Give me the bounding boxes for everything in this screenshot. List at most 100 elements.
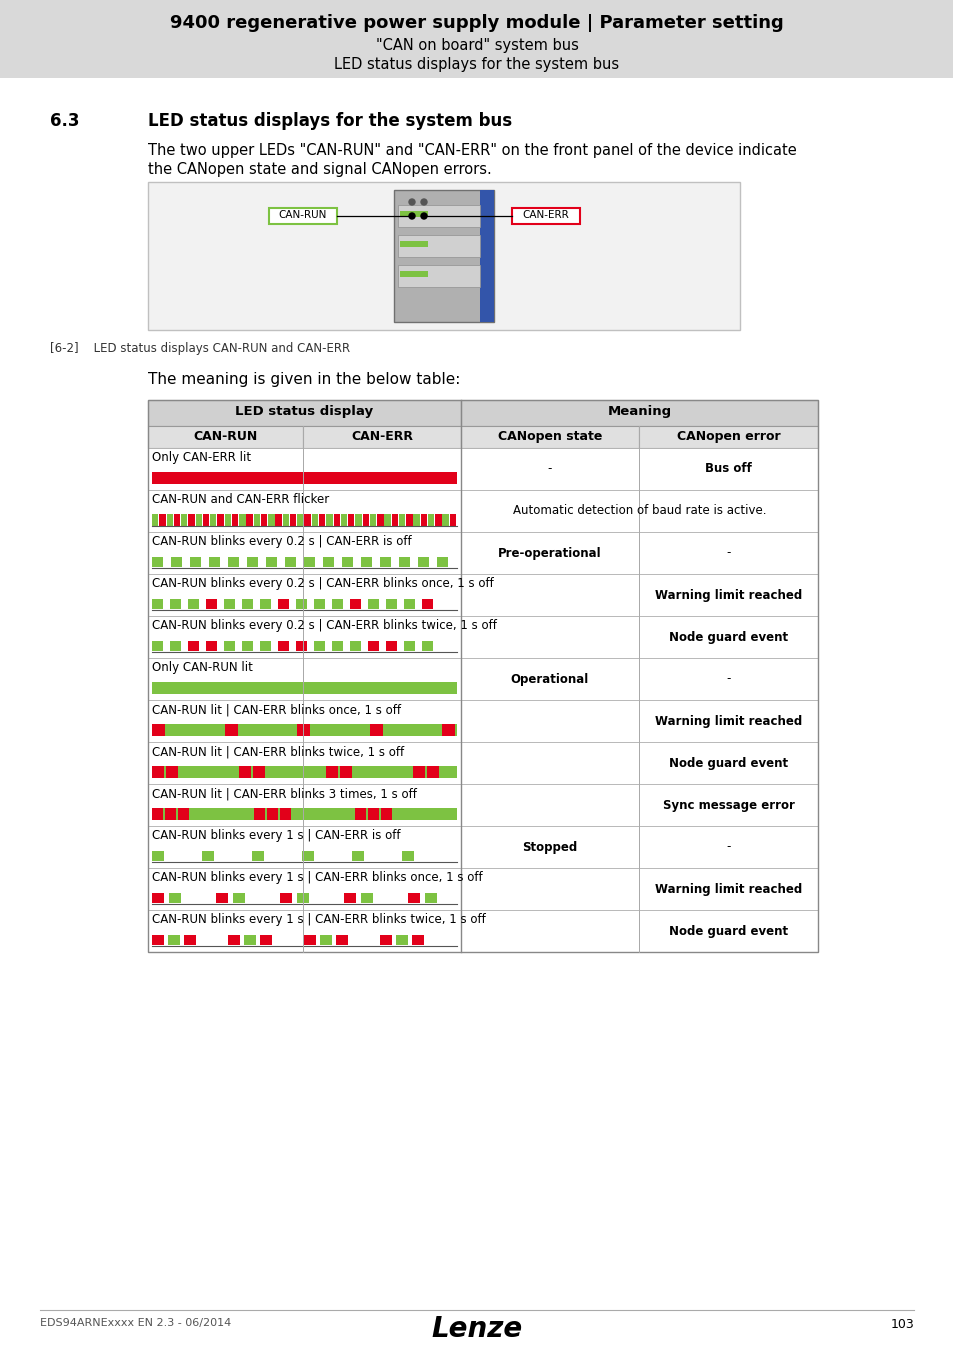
Bar	[303, 826, 460, 868]
Bar	[152, 558, 163, 567]
Bar	[239, 765, 251, 778]
Bar	[420, 514, 427, 526]
Bar	[303, 657, 460, 701]
Bar	[148, 657, 303, 701]
Bar	[170, 599, 181, 609]
Bar	[326, 514, 333, 526]
Text: CAN-RUN blinks every 0.2 s | CAN-ERR is off: CAN-RUN blinks every 0.2 s | CAN-ERR is …	[152, 535, 411, 548]
Bar	[303, 574, 460, 616]
Bar	[398, 514, 405, 526]
Bar	[360, 558, 372, 567]
Bar	[639, 532, 817, 574]
Bar	[368, 599, 378, 609]
Bar	[171, 558, 182, 567]
Text: CAN-RUN blinks every 1 s | CAN-ERR blinks once, 1 s off: CAN-RUN blinks every 1 s | CAN-ERR blink…	[152, 871, 482, 884]
Bar	[344, 892, 355, 903]
Text: CAN-RUN blinks every 0.2 s | CAN-ERR blinks twice, 1 s off: CAN-RUN blinks every 0.2 s | CAN-ERR bli…	[152, 620, 497, 632]
Bar	[397, 235, 479, 256]
Bar	[639, 427, 817, 448]
Bar	[253, 514, 260, 526]
Bar	[282, 514, 289, 526]
Circle shape	[409, 213, 415, 219]
Text: Operational: Operational	[511, 672, 589, 686]
Bar	[152, 765, 164, 778]
Circle shape	[420, 198, 427, 205]
Bar	[148, 784, 303, 826]
Bar	[168, 936, 180, 945]
Bar	[224, 599, 234, 609]
Text: Sync message error: Sync message error	[662, 798, 794, 811]
Bar	[408, 892, 419, 903]
Bar	[148, 910, 303, 952]
Bar	[233, 892, 245, 903]
Bar	[148, 574, 303, 616]
Bar	[304, 936, 315, 945]
Bar	[178, 809, 189, 819]
Bar	[397, 205, 479, 227]
Bar	[384, 514, 391, 526]
Bar	[460, 427, 639, 448]
Bar	[202, 850, 213, 861]
Bar	[188, 514, 194, 526]
Bar	[436, 558, 448, 567]
Text: LED status displays for the system bus: LED status displays for the system bus	[335, 57, 618, 72]
Bar	[152, 599, 163, 609]
Bar	[297, 514, 303, 526]
Bar	[290, 514, 296, 526]
Bar	[340, 765, 352, 778]
Bar	[228, 558, 239, 567]
Bar	[399, 242, 428, 247]
Text: CAN-RUN lit | CAN-ERR blinks once, 1 s off: CAN-RUN lit | CAN-ERR blinks once, 1 s o…	[152, 703, 400, 716]
Bar	[166, 765, 178, 778]
Text: CANopen error: CANopen error	[676, 431, 780, 443]
Bar	[206, 599, 216, 609]
Bar	[246, 514, 253, 526]
Text: Bus off: Bus off	[704, 463, 751, 475]
Bar	[295, 599, 307, 609]
Text: Only CAN-RUN lit: Only CAN-RUN lit	[152, 662, 253, 674]
Bar	[303, 743, 460, 784]
Bar	[148, 490, 303, 532]
Bar	[148, 448, 303, 490]
Bar	[224, 514, 231, 526]
Bar	[224, 641, 234, 651]
Bar	[148, 868, 303, 910]
Bar	[442, 514, 449, 526]
Bar	[148, 400, 817, 952]
Bar	[152, 809, 163, 819]
Bar	[424, 892, 436, 903]
Bar	[428, 514, 434, 526]
Bar	[379, 936, 392, 945]
Bar	[479, 190, 494, 323]
Bar	[639, 826, 817, 868]
Text: CAN-RUN blinks every 1 s | CAN-ERR blinks twice, 1 s off: CAN-RUN blinks every 1 s | CAN-ERR blink…	[152, 913, 485, 926]
Bar	[340, 514, 347, 526]
Bar	[460, 400, 817, 427]
Text: The meaning is given in the below table:: The meaning is given in the below table:	[148, 373, 460, 387]
Text: Meaning: Meaning	[607, 405, 671, 418]
Bar	[0, 0, 953, 78]
Text: CAN-RUN blinks every 0.2 s | CAN-ERR blinks once, 1 s off: CAN-RUN blinks every 0.2 s | CAN-ERR bli…	[152, 576, 494, 590]
Bar	[412, 936, 423, 945]
Bar	[159, 514, 166, 526]
Bar	[148, 743, 303, 784]
Bar	[460, 826, 639, 868]
Bar	[386, 599, 396, 609]
Bar	[152, 641, 163, 651]
Bar	[421, 599, 433, 609]
Bar	[239, 514, 245, 526]
Bar	[449, 514, 456, 526]
Bar	[413, 765, 425, 778]
Bar	[398, 558, 410, 567]
Text: CAN-RUN lit | CAN-ERR blinks twice, 1 s off: CAN-RUN lit | CAN-ERR blinks twice, 1 s …	[152, 745, 404, 757]
Bar	[303, 868, 460, 910]
Bar	[379, 558, 391, 567]
Bar	[188, 599, 199, 609]
Text: -: -	[725, 841, 730, 853]
Text: -: -	[547, 463, 552, 475]
Bar	[639, 616, 817, 657]
Bar	[285, 558, 295, 567]
Text: Node guard event: Node guard event	[668, 756, 787, 770]
Bar	[228, 936, 240, 945]
Bar	[148, 427, 303, 448]
